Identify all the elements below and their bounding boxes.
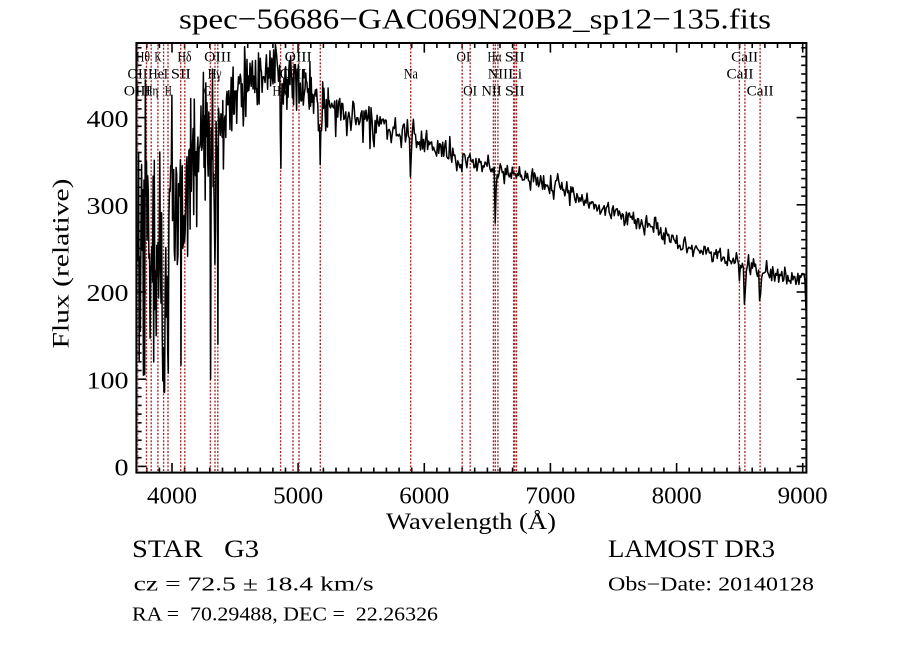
svg-text:NII: NII <box>482 84 502 100</box>
svg-text:HeI: HeI <box>148 67 168 83</box>
svg-text:300: 300 <box>87 193 129 220</box>
svg-text:5000: 5000 <box>273 483 323 510</box>
svg-text:Li: Li <box>508 67 522 83</box>
svg-text:0: 0 <box>115 455 129 482</box>
svg-text:4000: 4000 <box>147 483 197 510</box>
svg-text:Na: Na <box>404 67 418 83</box>
svg-text:Hγ: Hγ <box>208 67 222 83</box>
svg-text:6000: 6000 <box>399 483 449 510</box>
svg-text:OIII: OIII <box>285 50 312 66</box>
svg-text:7000: 7000 <box>525 483 575 510</box>
svg-text:400: 400 <box>87 106 129 133</box>
svg-text:STAR G3: STAR G3 <box>132 536 259 563</box>
svg-text:OIII: OIII <box>280 67 307 83</box>
svg-text:K: K <box>155 50 162 66</box>
svg-text:cz = 72.5 ± 18.4 km/s: cz = 72.5 ± 18.4 km/s <box>134 575 374 596</box>
svg-text:Wavelength (Å): Wavelength (Å) <box>386 509 556 534</box>
svg-text:Hη: Hη <box>144 84 158 100</box>
svg-text:RA = 70.29488, DEC = 22.2632: RA = 70.29488, DEC = 22.26326 <box>132 605 438 626</box>
svg-text:100: 100 <box>87 367 129 394</box>
svg-text:OIII: OIII <box>124 84 151 100</box>
svg-text:OII: OII <box>128 67 148 83</box>
svg-text:Obs−Date: 20140128: Obs−Date: 20140128 <box>608 575 814 596</box>
svg-text:OI: OI <box>463 84 477 100</box>
svg-text:CaII: CaII <box>727 67 754 83</box>
svg-text:Hθ: Hθ <box>136 50 150 66</box>
svg-text:Hδ: Hδ <box>178 50 192 66</box>
svg-text:8000: 8000 <box>652 483 702 510</box>
svg-text:CaII: CaII <box>747 84 774 100</box>
svg-text:CaII: CaII <box>731 50 758 66</box>
svg-text:SII: SII <box>171 67 191 83</box>
svg-text:9000: 9000 <box>778 483 828 510</box>
svg-text:Hβ: Hβ <box>273 84 287 100</box>
svg-text:OIII: OIII <box>204 50 231 66</box>
svg-text:Hα: Hα <box>488 50 502 66</box>
svg-text:H: H <box>165 84 172 100</box>
svg-text:SII: SII <box>505 50 525 66</box>
svg-text:NII: NII <box>488 67 508 83</box>
svg-text:Flux (relative): Flux (relative) <box>49 179 74 349</box>
svg-text:LAMOST DR3: LAMOST DR3 <box>608 536 775 563</box>
svg-text:spec−56686−GAC069N20B2_sp12−13: spec−56686−GAC069N20B2_sp12−135.fits <box>179 4 771 36</box>
svg-text:SII: SII <box>505 84 525 100</box>
svg-text:200: 200 <box>87 280 129 307</box>
svg-text:OI: OI <box>456 50 470 66</box>
svg-text:G: G <box>204 84 211 100</box>
